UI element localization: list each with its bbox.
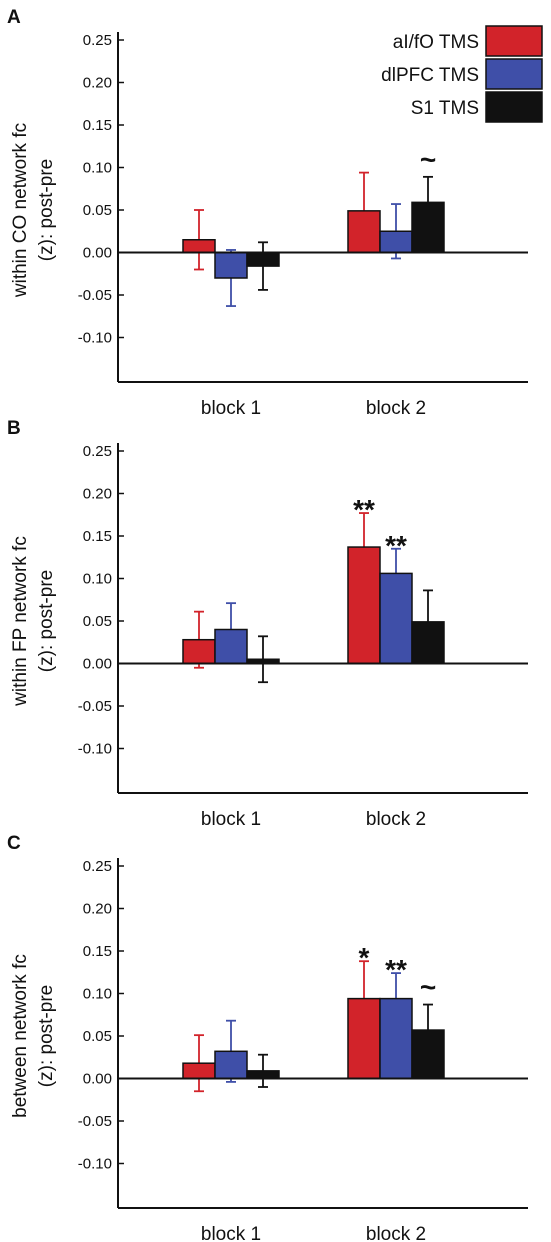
legend-swatch	[485, 91, 543, 123]
bar	[182, 638, 216, 665]
panel-letter: C	[7, 833, 21, 854]
bar	[246, 1070, 280, 1080]
x-tick-label: block 2	[366, 398, 426, 419]
legend-swatch	[485, 25, 543, 57]
y-tick-label: 0.20	[83, 901, 112, 918]
legend-label: aI/fO TMS	[393, 32, 479, 53]
y-tick-label: 0.10	[83, 160, 112, 177]
y-tick-label: 0.00	[83, 656, 112, 673]
y-tick-label: 0.10	[83, 986, 112, 1003]
y-tick-label: -0.05	[78, 1113, 112, 1130]
bar	[411, 1029, 445, 1080]
bar	[214, 628, 248, 665]
bar	[379, 230, 413, 254]
y-tick-label: -0.05	[78, 287, 112, 304]
y-tick-label: -0.10	[78, 330, 112, 347]
significance-marker: *	[359, 942, 370, 973]
bar	[182, 239, 216, 254]
panel-letter: A	[7, 7, 21, 28]
significance-marker: **	[385, 954, 407, 985]
y-tick-label: 0.25	[83, 858, 112, 875]
y-tick-label: 0.05	[83, 202, 112, 219]
panel-letter: B	[7, 418, 21, 439]
y-tick-label: 0.25	[83, 32, 112, 49]
y-axis-label-line: (z): post-pre	[36, 159, 57, 261]
significance-marker: ~	[420, 144, 436, 175]
x-tick-label: block 2	[366, 809, 426, 830]
bar	[214, 1050, 248, 1080]
bar	[347, 546, 381, 665]
y-axis-label-line: (z): post-pre	[36, 985, 57, 1087]
y-axis-label-line: between network fc	[10, 954, 31, 1118]
y-axis-label-line: (z): post-pre	[36, 570, 57, 672]
bar	[411, 201, 445, 254]
y-tick-label: -0.10	[78, 1156, 112, 1173]
significance-marker: **	[385, 530, 407, 561]
y-tick-label: 0.10	[83, 571, 112, 588]
panel-b: B 0.25 0.20 0.15 0.10 0.05 0.00 -0.05 -0.10 withi…	[7, 418, 528, 830]
y-tick-label: -0.05	[78, 698, 112, 715]
y-tick-label: 0.00	[83, 245, 112, 262]
y-tick-label: 0.05	[83, 613, 112, 630]
legend-swatch	[485, 58, 543, 90]
panel-a: A 0.25 0.20 0.15 0.10 0.05 0.00 -0.05 -0.10 withi…	[7, 7, 543, 419]
y-axis-label: between network fc (z): post-pre	[10, 954, 57, 1118]
y-tick-label: 0.00	[83, 1071, 112, 1088]
panel-c: C 0.25 0.20 0.15 0.10 0.05 0.00 -0.05 -0.10 betwe…	[7, 833, 528, 1242]
y-axis-label: within CO network fc (z): post-pre	[10, 123, 57, 298]
y-axis-label-line: within FP network fc	[10, 536, 31, 707]
significance-marker: ~	[420, 972, 436, 1003]
x-tick-label: block 1	[201, 1224, 261, 1242]
bar	[347, 210, 381, 254]
bar	[246, 251, 280, 267]
significance-marker: **	[353, 494, 375, 525]
y-tick-label: -0.10	[78, 741, 112, 758]
bar	[379, 572, 413, 665]
bar	[214, 251, 248, 279]
y-tick-label: 0.15	[83, 943, 112, 960]
y-tick-label: 0.15	[83, 528, 112, 545]
bar	[379, 997, 413, 1080]
bar	[347, 997, 381, 1080]
bar	[182, 1062, 216, 1080]
x-tick-label: block 1	[201, 398, 261, 419]
y-tick-label: 0.20	[83, 486, 112, 503]
y-tick-label: 0.20	[83, 75, 112, 92]
x-tick-label: block 1	[201, 809, 261, 830]
y-axis-label-line: within CO network fc	[10, 123, 31, 298]
y-tick-label: 0.25	[83, 443, 112, 460]
legend-label: S1 TMS	[411, 98, 479, 119]
y-axis-label: within FP network fc (z): post-pre	[10, 536, 57, 707]
y-tick-label: 0.05	[83, 1028, 112, 1045]
x-tick-label: block 2	[366, 1224, 426, 1242]
legend-label: dlPFC TMS	[381, 65, 479, 86]
bar	[411, 621, 445, 665]
y-tick-label: 0.15	[83, 117, 112, 134]
